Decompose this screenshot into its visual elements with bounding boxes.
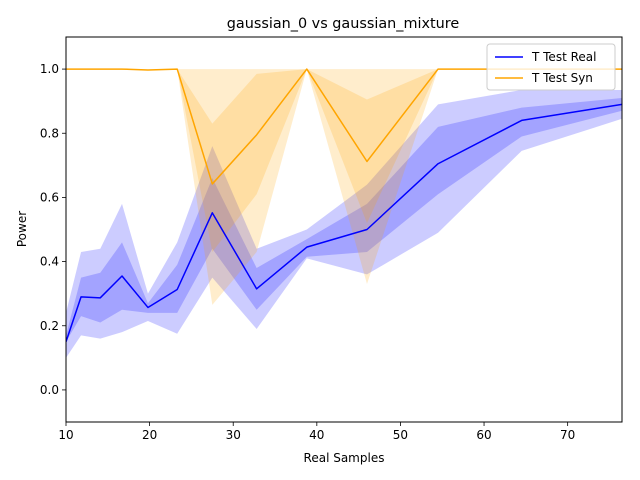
line-series-1	[66, 68, 622, 185]
y-tick-label: 0.4	[40, 255, 59, 269]
x-tick-label: 40	[309, 428, 324, 442]
x-tick-label: 70	[560, 428, 575, 442]
x-tick-label: 30	[226, 428, 241, 442]
x-tick-label: 50	[393, 428, 408, 442]
band-inner-series-1	[66, 69, 622, 252]
y-tick-label: 0.6	[40, 190, 59, 204]
legend-label-0: T Test Real	[531, 50, 596, 64]
y-axis-label: Power	[15, 211, 29, 247]
legend: T Test Real T Test Syn	[486, 43, 616, 91]
plot-frame	[65, 36, 623, 423]
y-tick-label: 0.2	[40, 319, 59, 333]
y-tick-label: 0.8	[40, 126, 59, 140]
plot-area	[66, 68, 622, 358]
x-axis: 10 20 30 40 50 60 70	[58, 422, 575, 442]
y-tick-label: 1.0	[40, 62, 59, 76]
line-series-0	[66, 103, 622, 343]
chart-title: gaussian_0 vs gaussian_mixture	[227, 16, 460, 32]
band-outer-series-1	[66, 69, 622, 305]
x-tick-label: 20	[142, 428, 157, 442]
band-outer-series-0	[66, 89, 622, 358]
y-tick-label: 0.0	[40, 383, 59, 397]
x-tick-label: 60	[476, 428, 491, 442]
band-inner-series-0	[66, 97, 622, 342]
y-axis: 0.0 0.2 0.4 0.6 0.8 1.0	[40, 62, 66, 397]
x-tick-label: 10	[58, 428, 73, 442]
legend-label-1: T Test Syn	[531, 71, 593, 85]
x-axis-label: Real Samples	[304, 451, 385, 465]
